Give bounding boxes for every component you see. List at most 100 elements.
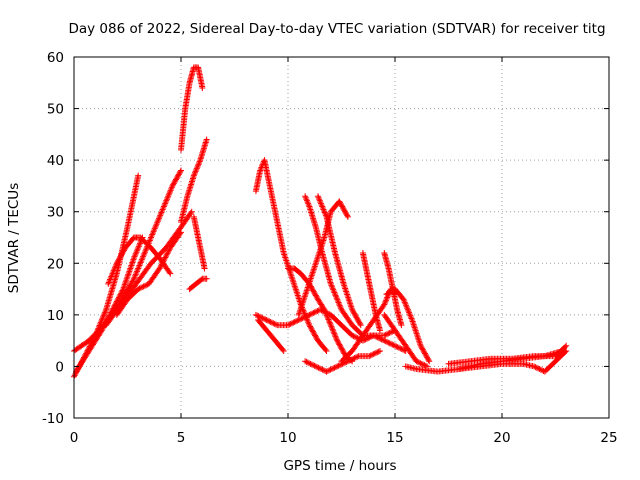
- data-point: [158, 262, 165, 269]
- data-point: [324, 313, 331, 320]
- data-point: [295, 317, 302, 324]
- data-point: [320, 305, 327, 312]
- data-points: [71, 64, 570, 380]
- data-point: [306, 322, 313, 329]
- data-point: [313, 308, 320, 315]
- data-point: [332, 333, 339, 340]
- series-arc17: [314, 193, 364, 329]
- data-point: [164, 194, 171, 201]
- data-point: [290, 280, 297, 287]
- data-point: [337, 199, 344, 206]
- data-point: [336, 302, 343, 309]
- data-point: [347, 300, 354, 307]
- data-point: [413, 329, 420, 336]
- data-point: [173, 175, 180, 182]
- data-point: [328, 324, 335, 331]
- data-point: [115, 257, 122, 264]
- data-point: [130, 275, 137, 282]
- data-point: [291, 283, 298, 290]
- data-point: [324, 367, 331, 374]
- data-point: [402, 300, 409, 307]
- data-point: [357, 322, 364, 329]
- data-point: [416, 359, 423, 366]
- data-point: [294, 292, 301, 299]
- data-point: [124, 274, 131, 281]
- data-point: [302, 292, 309, 299]
- data-point: [418, 360, 425, 367]
- data-point: [340, 349, 347, 356]
- data-point: [149, 231, 156, 238]
- data-point: [336, 362, 343, 369]
- data-point: [337, 344, 344, 351]
- data-point: [348, 356, 355, 363]
- data-point: [157, 264, 164, 271]
- data-point: [293, 289, 300, 296]
- data-point: [263, 317, 270, 324]
- data-point: [330, 288, 337, 295]
- data-point: [306, 360, 313, 367]
- data-point: [162, 200, 169, 207]
- data-point: [173, 176, 180, 183]
- data-point: [352, 311, 359, 318]
- data-point: [532, 364, 539, 371]
- data-point: [349, 307, 356, 314]
- data-point: [312, 291, 319, 298]
- data-point: [187, 210, 194, 217]
- data-point: [333, 334, 340, 341]
- data-point: [406, 309, 413, 316]
- data-point: [267, 318, 274, 325]
- data-point: [192, 169, 199, 176]
- data-point: [118, 251, 125, 258]
- data-point: [190, 172, 197, 179]
- data-point: [330, 286, 337, 293]
- data-point: [339, 203, 346, 210]
- data-point: [415, 336, 422, 343]
- data-point: [283, 257, 290, 264]
- data-point: [346, 297, 353, 304]
- data-point: [191, 171, 198, 178]
- data-point: [316, 365, 323, 372]
- data-point: [301, 293, 308, 300]
- data-point: [334, 298, 341, 305]
- data-point: [160, 203, 167, 210]
- data-point: [109, 270, 116, 277]
- data-point: [116, 292, 123, 299]
- data-point: [326, 367, 333, 374]
- data-point: [289, 275, 296, 282]
- data-point: [311, 263, 318, 270]
- data-point: [407, 312, 414, 319]
- data-point: [106, 277, 113, 284]
- data-point: [378, 336, 385, 343]
- data-point: [352, 354, 359, 361]
- data-point: [403, 303, 410, 310]
- data-point: [313, 257, 320, 264]
- data-point: [147, 235, 154, 242]
- data-point: [123, 275, 130, 282]
- data-point: [332, 292, 339, 299]
- data-point: [353, 334, 360, 341]
- y-tick-label: -10: [42, 411, 64, 427]
- data-point: [118, 290, 125, 297]
- data-point: [331, 364, 338, 371]
- data-point: [298, 315, 305, 322]
- series-arc20: [359, 249, 384, 334]
- data-point: [146, 237, 153, 244]
- data-point: [334, 296, 341, 303]
- data-point: [133, 269, 140, 276]
- data-point: [71, 372, 78, 379]
- data-point: [135, 243, 142, 250]
- data-point: [127, 265, 134, 272]
- data-point: [410, 321, 417, 328]
- data-point: [309, 287, 316, 294]
- data-point: [134, 246, 141, 253]
- data-point: [290, 278, 297, 285]
- data-point: [344, 213, 351, 220]
- data-point: [132, 250, 139, 257]
- series-arc2: [71, 167, 184, 354]
- data-point: [311, 331, 318, 338]
- data-point: [120, 247, 127, 254]
- data-point: [287, 271, 294, 278]
- data-point: [383, 297, 390, 304]
- data-point: [311, 362, 318, 369]
- data-point: [114, 258, 121, 265]
